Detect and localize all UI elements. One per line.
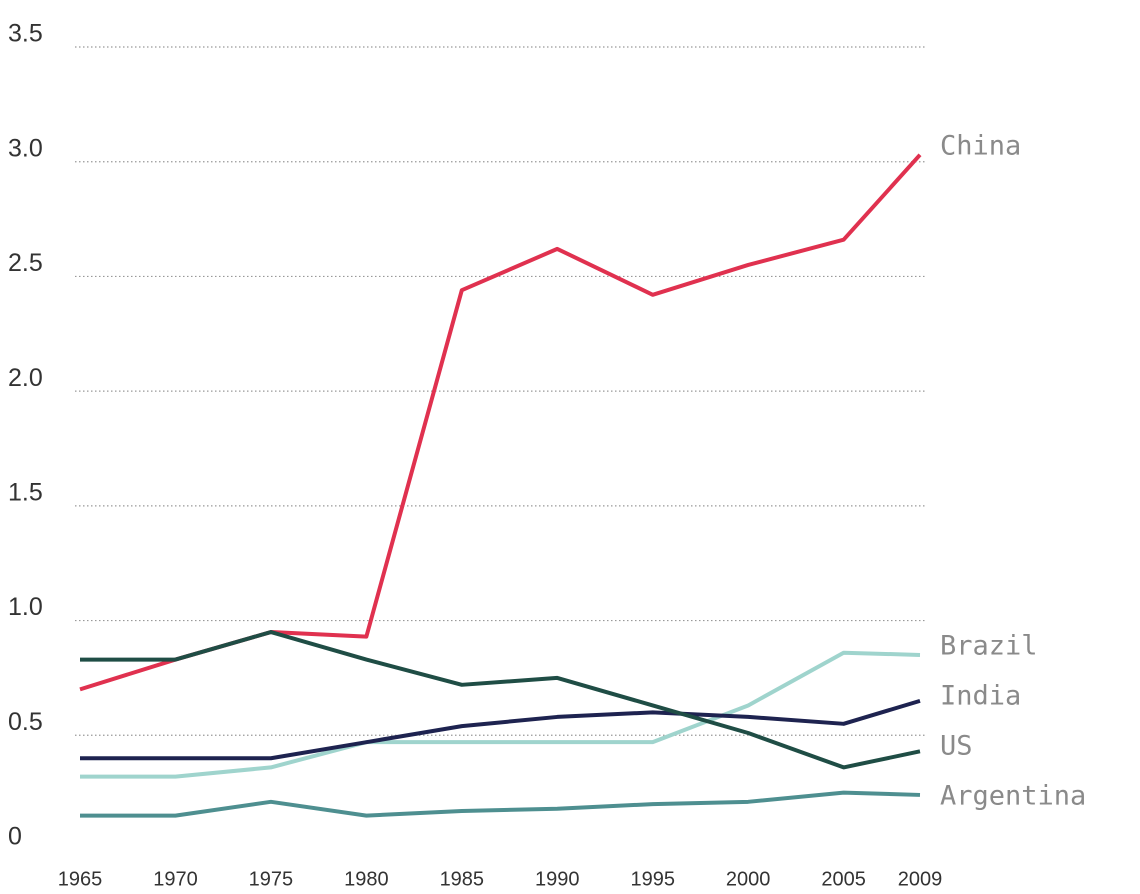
x-tick-label: 1970 — [153, 868, 198, 890]
y-tick-label: 3.0 — [8, 134, 43, 162]
x-tick-label: 2005 — [821, 868, 866, 890]
series-label: US — [940, 730, 973, 761]
y-tick-label: 2.0 — [8, 364, 43, 392]
series-line — [80, 698, 921, 761]
series-line — [80, 630, 921, 770]
series-label: Argentina — [940, 780, 1086, 811]
series-label: China — [940, 130, 1021, 161]
x-tick-label: 2009 — [898, 868, 943, 890]
y-tick-label: 1.0 — [8, 593, 43, 621]
series-label: Brazil — [940, 630, 1038, 661]
series-line — [80, 790, 921, 818]
x-tick-label: 1980 — [344, 868, 389, 890]
x-tick-label: 1990 — [535, 868, 580, 890]
x-tick-label: 1995 — [630, 868, 675, 890]
series-line — [79, 153, 922, 692]
y-tick-label: 2.5 — [8, 249, 43, 277]
y-tick-label: 3.5 — [8, 20, 43, 48]
x-tick-label: 1965 — [58, 868, 103, 890]
y-tick-label: 0.5 — [8, 708, 43, 736]
series-line — [80, 650, 921, 779]
x-tick-label: 1975 — [249, 868, 294, 890]
series-label: India — [940, 680, 1021, 711]
x-tick-label: 1985 — [440, 868, 485, 890]
y-tick-label: 0 — [8, 823, 22, 851]
x-tick-label: 2000 — [726, 868, 771, 890]
y-tick-label: 1.5 — [8, 478, 43, 506]
